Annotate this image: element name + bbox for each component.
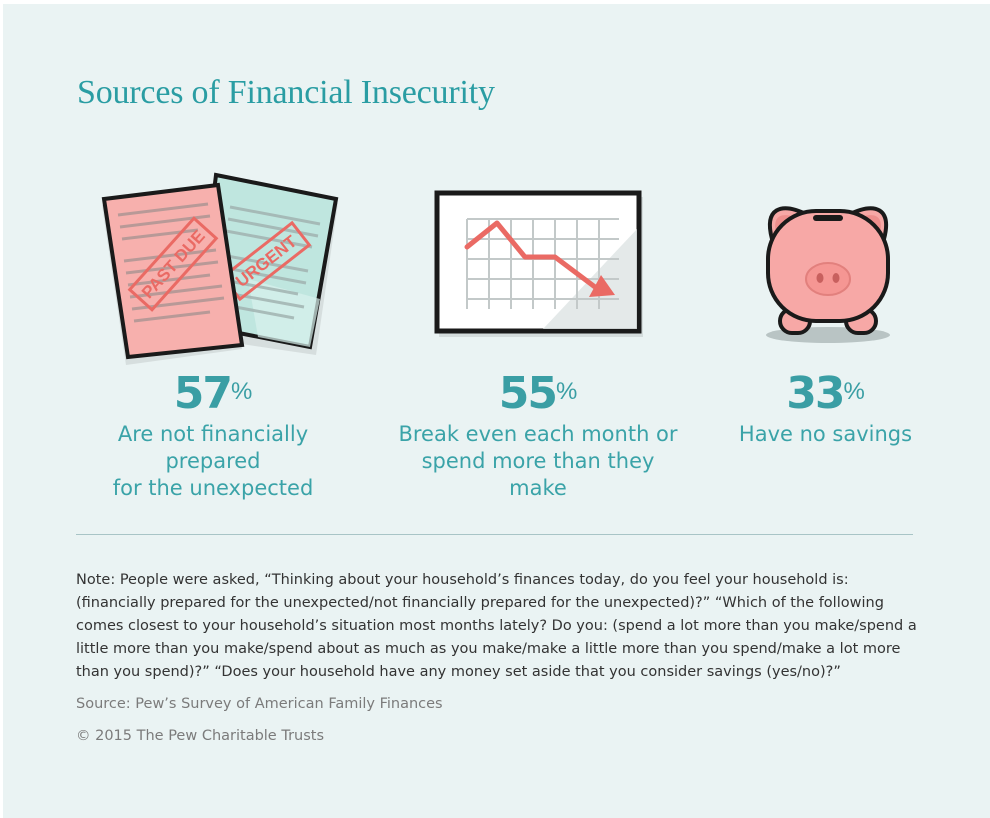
percent-sign: % — [555, 378, 578, 405]
stat-no-savings: 33% Have no savings — [723, 371, 928, 448]
stat-break-even: 55% Break even each month or spend more … — [393, 371, 683, 502]
infographic-panel: Sources of Financial Insecurity URGENT — [3, 4, 990, 818]
trend-arrow-head — [589, 275, 615, 297]
past-due-sheet — [101, 182, 245, 360]
copyright-line: © 2015 The Pew Charitable Trusts — [76, 728, 325, 744]
divider — [76, 534, 913, 535]
source-line: Source: Pew’s Survey of American Family … — [76, 696, 443, 712]
declining-trend-line — [464, 220, 598, 290]
percent-sign: % — [230, 378, 253, 405]
stat-caption-line: spend more than they make — [421, 449, 655, 500]
bills-icon: URGENT PAST DUE — [101, 172, 339, 365]
stat-caption-line: for the unexpected — [112, 476, 314, 500]
survey-note: Note: People were asked, “Thinking about… — [76, 572, 917, 680]
stat-value: 55 — [498, 368, 558, 419]
stat-value: 57 — [173, 368, 233, 419]
stat-caption-line: Have no savings — [738, 422, 913, 446]
piggy-bank-icon — [766, 206, 890, 343]
declining-chart-icon — [434, 190, 643, 337]
stat-not-prepared: 57% Are not financially prepared for the… — [73, 371, 353, 502]
stat-value: 33 — [786, 368, 845, 419]
stat-caption-line: Are not financially prepared — [117, 422, 309, 473]
percent-sign: % — [843, 378, 865, 405]
stat-caption-line: Break even each month or — [398, 422, 678, 446]
page-title: Sources of Financial Insecurity — [77, 74, 495, 111]
